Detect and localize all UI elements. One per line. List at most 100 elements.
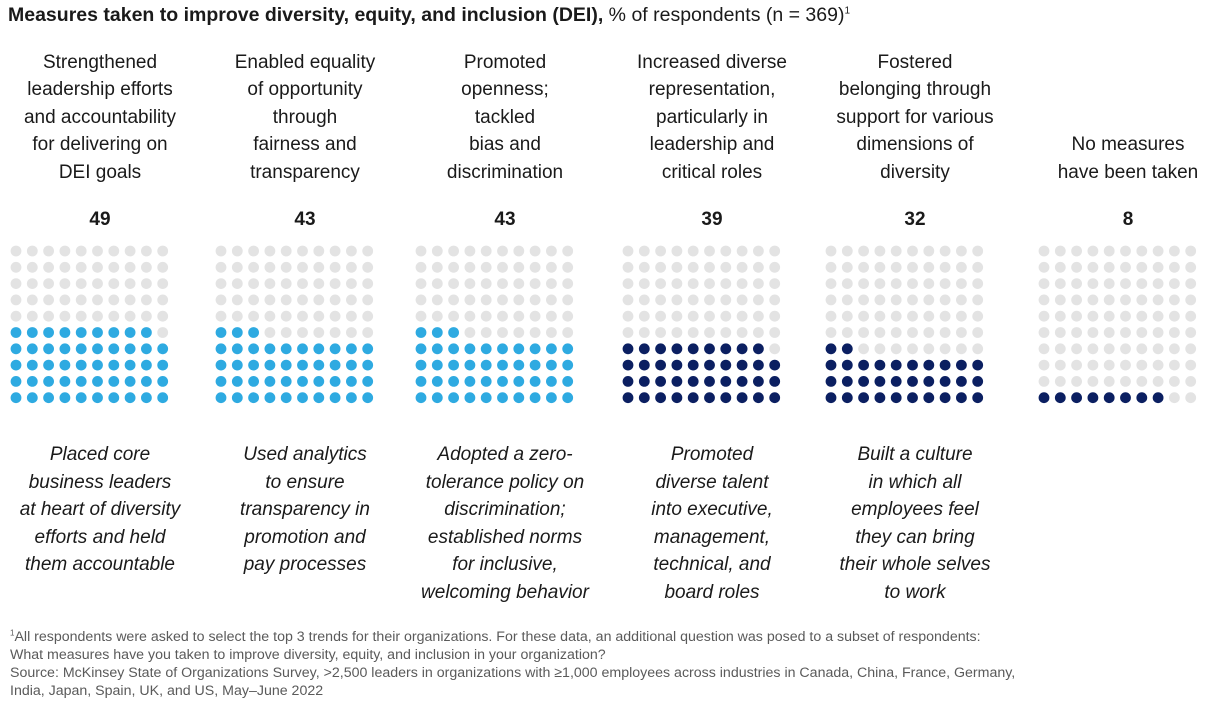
empty-dot: [1071, 245, 1082, 257]
filled-dot: [124, 376, 136, 387]
empty-dot: [1087, 294, 1099, 306]
empty-dot: [141, 310, 152, 322]
empty-dot: [75, 310, 87, 322]
empty-dot: [108, 245, 120, 257]
empty-dot: [92, 310, 103, 322]
filled-dot: [280, 359, 292, 371]
empty-dot: [231, 294, 243, 306]
empty-dot: [671, 261, 683, 273]
empty-dot: [825, 278, 837, 289]
empty-dot: [1054, 278, 1066, 289]
filled-dot: [956, 392, 967, 404]
filled-dot: [464, 343, 476, 355]
empty-dot: [956, 294, 967, 306]
empty-dot: [939, 261, 951, 273]
filled-dot: [704, 376, 715, 387]
filled-dot: [956, 376, 967, 387]
empty-dot: [638, 261, 650, 273]
empty-dot: [297, 327, 308, 338]
filled-dot: [26, 359, 38, 371]
empty-dot: [415, 245, 427, 257]
filled-dot: [108, 343, 120, 355]
empty-dot: [26, 261, 38, 273]
waffle-grid: [415, 245, 574, 404]
empty-dot: [1152, 376, 1164, 387]
empty-dot: [497, 327, 508, 338]
empty-dot: [972, 261, 984, 273]
empty-dot: [108, 261, 120, 273]
empty-dot: [1103, 261, 1115, 273]
empty-dot: [546, 310, 557, 322]
measure-description-line: to work: [884, 581, 946, 603]
filled-dot: [264, 376, 276, 387]
empty-dot: [448, 278, 459, 289]
filled-dot: [141, 392, 152, 404]
empty-dot: [1136, 294, 1148, 306]
empty-dot: [1038, 294, 1050, 306]
empty-dot: [43, 278, 54, 289]
filled-dot: [297, 359, 308, 371]
empty-dot: [464, 278, 476, 289]
filled-dot: [264, 343, 276, 355]
empty-dot: [956, 327, 967, 338]
category-label-line: discrimination: [446, 161, 564, 183]
filled-dot: [141, 359, 152, 371]
empty-dot: [1136, 261, 1148, 273]
empty-dot: [655, 310, 666, 322]
filled-dot: [26, 343, 38, 355]
empty-dot: [1185, 294, 1197, 306]
empty-dot: [769, 245, 781, 257]
category-label-line: No measures: [1071, 134, 1185, 155]
waffle-grid: [215, 245, 374, 404]
filled-dot: [720, 392, 732, 404]
empty-dot: [687, 310, 699, 322]
empty-dot: [248, 261, 259, 273]
filled-dot: [264, 359, 276, 371]
empty-dot: [1169, 327, 1180, 338]
filled-dot: [907, 359, 918, 371]
empty-dot: [480, 261, 492, 273]
filled-dot: [26, 376, 38, 387]
empty-dot: [10, 278, 22, 289]
empty-dot: [1071, 294, 1082, 306]
empty-dot: [248, 294, 259, 306]
filled-dot: [10, 376, 22, 387]
empty-dot: [346, 294, 357, 306]
filled-dot: [874, 392, 886, 404]
empty-dot: [1038, 376, 1050, 387]
empty-dot: [841, 294, 853, 306]
empty-dot: [264, 245, 276, 257]
empty-dot: [704, 310, 715, 322]
empty-dot: [43, 245, 54, 257]
empty-dot: [513, 261, 525, 273]
empty-dot: [231, 278, 243, 289]
empty-dot: [825, 261, 837, 273]
empty-dot: [1185, 392, 1197, 404]
category-label-line: have been taken: [1057, 161, 1199, 183]
filled-dot: [415, 376, 427, 387]
category-label-line: representation,: [648, 79, 776, 100]
empty-dot: [1071, 310, 1082, 322]
measure-description-line: management,: [653, 526, 771, 548]
empty-dot: [1152, 294, 1164, 306]
empty-dot: [264, 278, 276, 289]
empty-dot: [43, 261, 54, 273]
empty-dot: [972, 294, 984, 306]
empty-dot: [858, 261, 869, 273]
category-label-line: dimensions of: [856, 134, 974, 155]
empty-dot: [655, 278, 666, 289]
empty-dot: [939, 327, 951, 338]
filled-dot: [622, 359, 634, 371]
filled-dot: [655, 343, 666, 355]
filled-dot: [141, 376, 152, 387]
empty-dot: [10, 261, 22, 273]
empty-dot: [972, 278, 984, 289]
empty-dot: [841, 278, 853, 289]
empty-dot: [907, 327, 918, 338]
empty-dot: [362, 261, 374, 273]
filled-dot: [448, 327, 459, 338]
empty-dot: [59, 261, 71, 273]
measure-description: Promoted diverse talent into executive, man…: [617, 441, 807, 606]
empty-dot: [1185, 261, 1197, 273]
empty-dot: [157, 278, 169, 289]
